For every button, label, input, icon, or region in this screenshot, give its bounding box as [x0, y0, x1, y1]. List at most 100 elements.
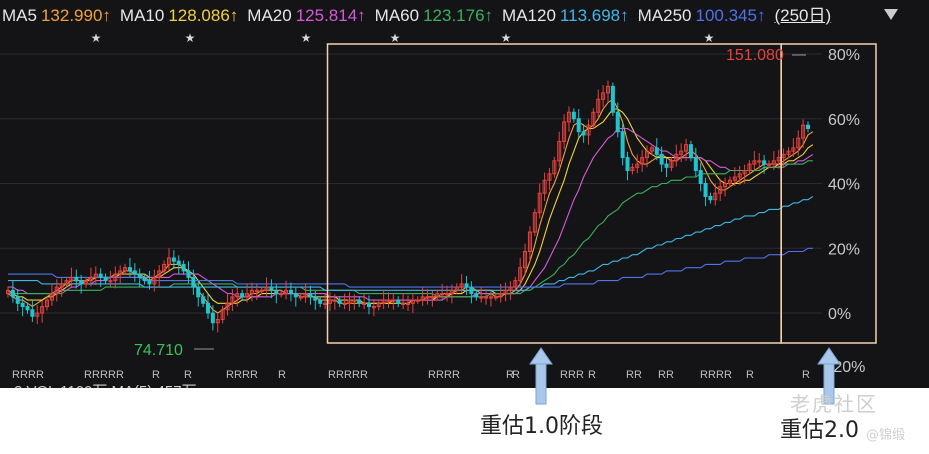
candle: [669, 156, 674, 172]
candle: [513, 276, 518, 291]
candle: [445, 285, 450, 302]
dropdown-arrow-icon[interactable]: [884, 9, 898, 20]
candle: [205, 293, 211, 319]
candle: [313, 290, 318, 310]
phase2-caption: 重估2.0: [780, 418, 859, 443]
phase2-arrow-icon: [817, 347, 841, 405]
ma-legend-ma5: MA5 132.990↑: [2, 6, 111, 25]
ma-legend-ma20: MA20 125.814↑: [247, 6, 365, 25]
candle: [366, 295, 371, 315]
candle: [620, 123, 625, 166]
candle: [547, 167, 552, 190]
event-r-marker: R: [344, 369, 352, 381]
candle: [747, 160, 752, 175]
candle: [10, 280, 15, 303]
candle: [615, 102, 620, 138]
candle: [142, 273, 147, 285]
candle: [274, 284, 279, 304]
candle: [171, 250, 176, 269]
candle: [98, 268, 103, 288]
ma-legend: MA5 132.990↑ MA10 128.086↑ MA20 125.814↑ MA60 1…: [2, 4, 831, 28]
candle: [15, 289, 20, 312]
candle: [103, 273, 108, 285]
ma-line-ma60: [8, 160, 813, 298]
candle: [786, 147, 791, 159]
y-tick-label: 20%: [828, 241, 860, 258]
event-r-marker: R: [278, 369, 286, 381]
star-icon: ★: [301, 31, 312, 45]
y-tick-label: 0%: [828, 306, 851, 323]
event-r-marker: R: [666, 369, 674, 381]
event-r-marker: R: [512, 369, 520, 381]
candle: [332, 294, 337, 310]
candle: [586, 119, 591, 145]
ma-label: MA10: [119, 6, 165, 25]
period-selector[interactable]: (250日): [774, 6, 832, 25]
candle: [435, 289, 440, 301]
phase1-caption: 重估1.0阶段: [480, 414, 603, 439]
candle: [284, 280, 289, 300]
candle: [113, 266, 118, 289]
candle: [279, 289, 284, 298]
ma-line-ma250: [8, 247, 813, 288]
candle: [240, 289, 245, 301]
candle: [425, 289, 430, 305]
candle: [640, 149, 645, 172]
event-r-marker: R: [336, 369, 344, 381]
candle: [493, 292, 498, 301]
event-r-marker: R: [724, 369, 732, 381]
star-icon: ★: [501, 31, 512, 45]
event-r-marker: R: [84, 369, 92, 381]
candle: [664, 158, 669, 178]
event-r-marker: R: [36, 369, 44, 381]
event-r-marker: R: [352, 369, 360, 381]
candle: [405, 295, 411, 312]
candle: [245, 283, 250, 303]
candle: [64, 276, 69, 288]
candle: [220, 305, 225, 324]
candle: [503, 282, 508, 302]
ma-legend-ma120: MA120 113.698↑: [502, 6, 629, 25]
candle: [801, 119, 806, 148]
candle: [679, 143, 684, 163]
ma-value: 123.176↑: [423, 6, 494, 25]
candle: [757, 153, 762, 169]
candle: [474, 289, 479, 301]
event-r-marker: R: [234, 369, 242, 381]
candle: [703, 177, 708, 207]
candle: [415, 296, 420, 304]
event-r-marker: R: [716, 369, 724, 381]
candle: [771, 151, 776, 170]
candle: [527, 226, 532, 262]
candle: [649, 144, 654, 156]
ma-legend-ma250: MA250 100.345↑: [638, 6, 766, 25]
event-r-marker: R: [100, 369, 108, 381]
event-r-marker: R: [746, 369, 754, 381]
candle: [484, 289, 489, 305]
candle: [5, 286, 11, 298]
candle: [303, 283, 308, 303]
event-r-marker: R: [20, 369, 28, 381]
candle: [201, 292, 206, 308]
event-r-marker: R: [626, 369, 634, 381]
ma-value: 100.345↑: [695, 6, 766, 25]
candle: [518, 257, 523, 287]
candle: [269, 279, 274, 299]
candle: [323, 293, 328, 310]
candle: [264, 277, 269, 297]
candle: [347, 292, 352, 312]
star-icon: ★: [91, 31, 102, 45]
candle: [601, 85, 606, 108]
candle: [249, 282, 254, 302]
watermark-logo: 老虎社区: [790, 392, 878, 416]
candle: [210, 305, 215, 331]
candle: [108, 270, 113, 287]
candle: [732, 167, 737, 187]
candle: [152, 269, 157, 292]
low-price-label: 74.710: [134, 342, 183, 359]
candle: [88, 267, 93, 287]
candle: [630, 163, 635, 175]
candle: [362, 293, 367, 310]
chart-panel: 80% 60% 40% 20% 0% -20% ★ ★ ★ ★ ★ ★ 151.080 74.710 R R…: [0, 0, 929, 388]
ma-line-ma120: [8, 195, 814, 291]
